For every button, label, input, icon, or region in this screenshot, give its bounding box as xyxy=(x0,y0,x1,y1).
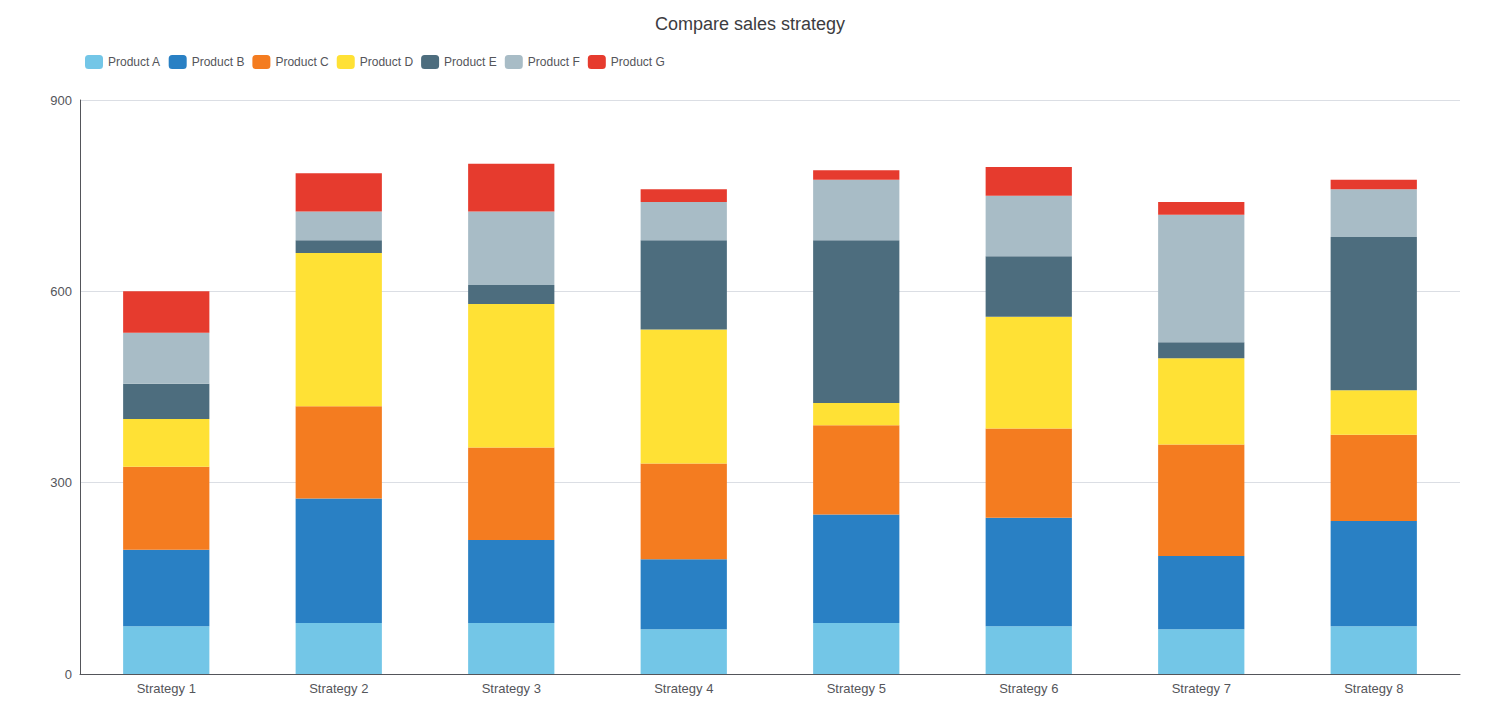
svg-text:Strategy 5: Strategy 5 xyxy=(827,681,886,696)
svg-text:900: 900 xyxy=(50,93,72,108)
svg-text:Strategy 2: Strategy 2 xyxy=(309,681,368,696)
svg-text:Product C: Product C xyxy=(275,55,329,69)
svg-text:Product F: Product F xyxy=(528,55,580,69)
svg-text:Strategy 7: Strategy 7 xyxy=(1172,681,1231,696)
svg-text:Product D: Product D xyxy=(360,55,414,69)
svg-text:Product A: Product A xyxy=(108,55,160,69)
svg-text:Strategy 8: Strategy 8 xyxy=(1344,681,1403,696)
svg-text:Product G: Product G xyxy=(611,55,665,69)
svg-text:Product E: Product E xyxy=(444,55,497,69)
svg-text:Strategy 4: Strategy 4 xyxy=(654,681,713,696)
svg-text:Strategy 3: Strategy 3 xyxy=(482,681,541,696)
svg-text:Strategy 1: Strategy 1 xyxy=(137,681,196,696)
svg-text:0: 0 xyxy=(65,667,72,682)
svg-text:Product B: Product B xyxy=(192,55,245,69)
svg-text:300: 300 xyxy=(50,475,72,490)
svg-text:Compare sales strategy: Compare sales strategy xyxy=(655,14,845,34)
svg-text:Strategy 6: Strategy 6 xyxy=(999,681,1058,696)
svg-text:600: 600 xyxy=(50,284,72,299)
